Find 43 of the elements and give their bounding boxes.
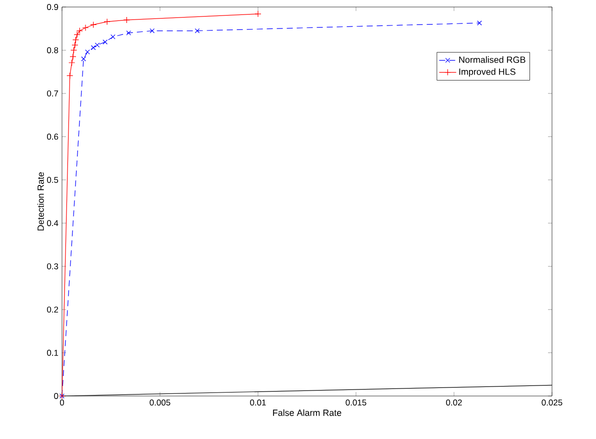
point [68, 59, 76, 66]
point [72, 42, 78, 48]
x-tick-label: 0 [60, 400, 64, 406]
point [254, 10, 262, 18]
point [76, 27, 83, 34]
point [81, 56, 86, 62]
point [90, 21, 97, 28]
y-tick-label: 0.1 [47, 350, 58, 356]
point [150, 28, 155, 34]
point [74, 31, 80, 38]
x-tick-label: 0.01 [250, 400, 266, 406]
y-tick-label: 0.5 [47, 176, 58, 183]
y-tick-label: 0.3 [47, 263, 58, 270]
legend-label: Improved HLS [459, 68, 516, 77]
y-axis-title: Detection Rate [37, 172, 44, 230]
point [66, 72, 74, 80]
point [70, 53, 76, 60]
point [102, 40, 108, 44]
y-tick-label: 0.6 [47, 134, 58, 140]
x-tick-label: 0.015 [346, 400, 366, 406]
y-tick-label: 0.4 [47, 220, 58, 226]
point [477, 20, 482, 26]
y-tick-label: 0.8 [47, 47, 58, 54]
y-tick-label: 0 [54, 393, 58, 399]
y-tick-label: 0.9 [47, 4, 58, 10]
point [72, 36, 80, 44]
y-tick-label: 0.2 [47, 306, 58, 313]
point [126, 30, 132, 36]
x-axis-title: False Alarm Rate [273, 409, 342, 416]
point [70, 46, 78, 54]
point [90, 45, 96, 50]
point [82, 24, 89, 32]
point [85, 50, 90, 54]
x-tick-label: 0.005 [150, 400, 170, 406]
x-tick-label: 0.025 [542, 400, 562, 406]
point [194, 28, 200, 34]
x-tick-label: 0.02 [446, 400, 462, 406]
point [123, 16, 130, 24]
legend-label: Normalised RGB [459, 56, 526, 63]
point [94, 42, 100, 48]
y-tick-label: 0.7 [47, 90, 58, 96]
point [104, 18, 110, 25]
point [110, 34, 116, 40]
